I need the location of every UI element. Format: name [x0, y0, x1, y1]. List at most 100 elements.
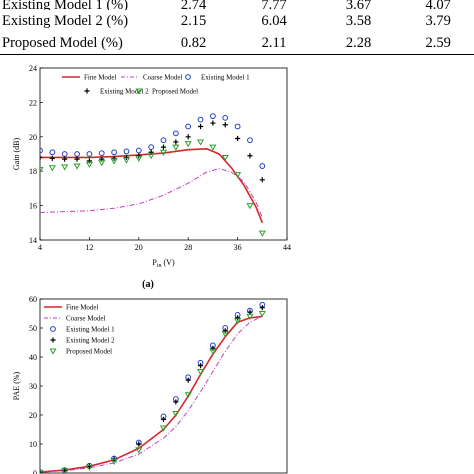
plus-marker: [111, 155, 117, 161]
plus-marker: [210, 345, 216, 351]
plus-marker: [49, 155, 55, 161]
circle-marker: [185, 74, 191, 80]
circle-marker: [185, 123, 192, 130]
circle-marker: [40, 147, 43, 154]
triangle-marker: [98, 160, 106, 167]
series-line: [40, 315, 263, 473]
error-table: Existing Model 1 (%) 2.74 7.77 3.67 4.07…: [0, 0, 474, 55]
triangle-marker: [85, 161, 93, 168]
triangle-marker: [172, 411, 180, 418]
legend-entry: [50, 326, 56, 332]
circle-marker: [222, 114, 229, 121]
triangle-marker: [159, 149, 168, 156]
y-tick-label: 40: [29, 353, 37, 362]
figure-caption-a: (a): [142, 279, 154, 290]
legend-label: Fine Model: [84, 74, 117, 82]
plot-area: [40, 301, 266, 473]
table-cell: 6.04: [261, 12, 287, 29]
x-tick-label: 44: [283, 243, 291, 252]
legend-label: Existing Model 1: [201, 74, 250, 82]
plus-marker: [173, 139, 179, 145]
y-tick-label: 22: [29, 98, 37, 107]
row-label: Proposed Model (%): [0, 32, 154, 55]
plus-marker: [84, 88, 90, 94]
y-axis-label: Gain (dB): [12, 138, 21, 171]
plus-marker: [259, 305, 265, 311]
circle-marker: [135, 147, 142, 154]
triangle-marker: [209, 144, 217, 151]
triangle-marker: [258, 230, 266, 237]
y-tick-label: 20: [29, 133, 37, 142]
triangle-marker: [61, 468, 69, 473]
triangle-marker: [172, 144, 180, 151]
triangle-marker: [49, 348, 57, 355]
triangle-marker: [147, 153, 155, 160]
triangle-marker: [196, 139, 205, 146]
plus-marker: [185, 134, 191, 140]
table-cell: 2.15: [180, 12, 207, 29]
legend-label: Proposed Model: [152, 88, 198, 96]
plus-marker: [235, 315, 241, 321]
x-tick-label: 12: [85, 243, 93, 252]
triangle-marker: [246, 313, 254, 320]
table-row: Proposed Model (%) 0.82 2.11 2.28 2.59: [0, 32, 474, 55]
triangle-marker: [234, 172, 242, 179]
x-tick-label: 28: [184, 243, 192, 252]
legend-label: Existing Model 2: [100, 88, 149, 96]
triangle-marker: [110, 458, 118, 465]
table-cell: 2.74: [180, 0, 207, 10]
plot-area: [40, 113, 266, 237]
circle-marker: [61, 151, 68, 157]
triangle-marker: [135, 88, 143, 95]
triangle-marker: [209, 348, 217, 355]
circle-marker: [247, 137, 253, 144]
triangle-marker: [246, 203, 254, 210]
plus-marker: [222, 122, 228, 128]
plus-marker: [74, 156, 80, 162]
triangle-marker: [221, 154, 229, 162]
legend-label: Proposed Model: [66, 348, 112, 356]
y-tick-label: 0: [33, 469, 37, 474]
triangle-marker: [122, 157, 131, 164]
circle-marker: [172, 130, 179, 137]
legend-entry: [49, 348, 57, 355]
legend-entry: [84, 88, 90, 94]
circle-marker: [210, 113, 216, 120]
plus-marker: [173, 399, 179, 405]
series-markers: [40, 139, 266, 237]
plus-marker: [197, 363, 204, 369]
table-cell: 2.28: [314, 32, 403, 55]
plus-marker: [50, 337, 56, 343]
y-axis-label: PAE (%): [12, 371, 21, 400]
triangle-marker: [110, 158, 118, 165]
plus-marker: [62, 156, 68, 162]
circle-marker: [86, 151, 93, 157]
series-markers: [40, 311, 266, 473]
y-tick-label: 20: [29, 411, 37, 420]
triangle-marker: [184, 392, 192, 399]
series-line: [40, 168, 263, 218]
triangle-marker: [85, 464, 93, 471]
circle-marker: [123, 148, 130, 155]
plus-marker: [210, 120, 216, 126]
triangle-marker: [159, 425, 168, 432]
circle-marker: [234, 123, 241, 130]
table-cell: 2.11: [233, 32, 315, 55]
legend-label: Existing Model 1: [66, 326, 115, 334]
legend-entry: [185, 74, 191, 80]
plus-marker: [197, 123, 204, 130]
plot-frame: [39, 67, 288, 241]
triangle-marker: [196, 369, 205, 376]
circle-marker: [49, 149, 56, 156]
y-tick-label: 16: [29, 202, 37, 211]
plus-marker: [247, 153, 253, 159]
x-axis-label-subscript: in: [157, 263, 162, 269]
circle-marker: [259, 163, 266, 169]
y-tick-label: 24: [29, 64, 37, 73]
y-tick-label: 14: [29, 236, 37, 245]
triangle-marker: [135, 447, 143, 454]
x-axis-label: Pin (V): [152, 258, 175, 269]
plus-marker: [40, 154, 43, 161]
plus-marker: [247, 309, 253, 315]
